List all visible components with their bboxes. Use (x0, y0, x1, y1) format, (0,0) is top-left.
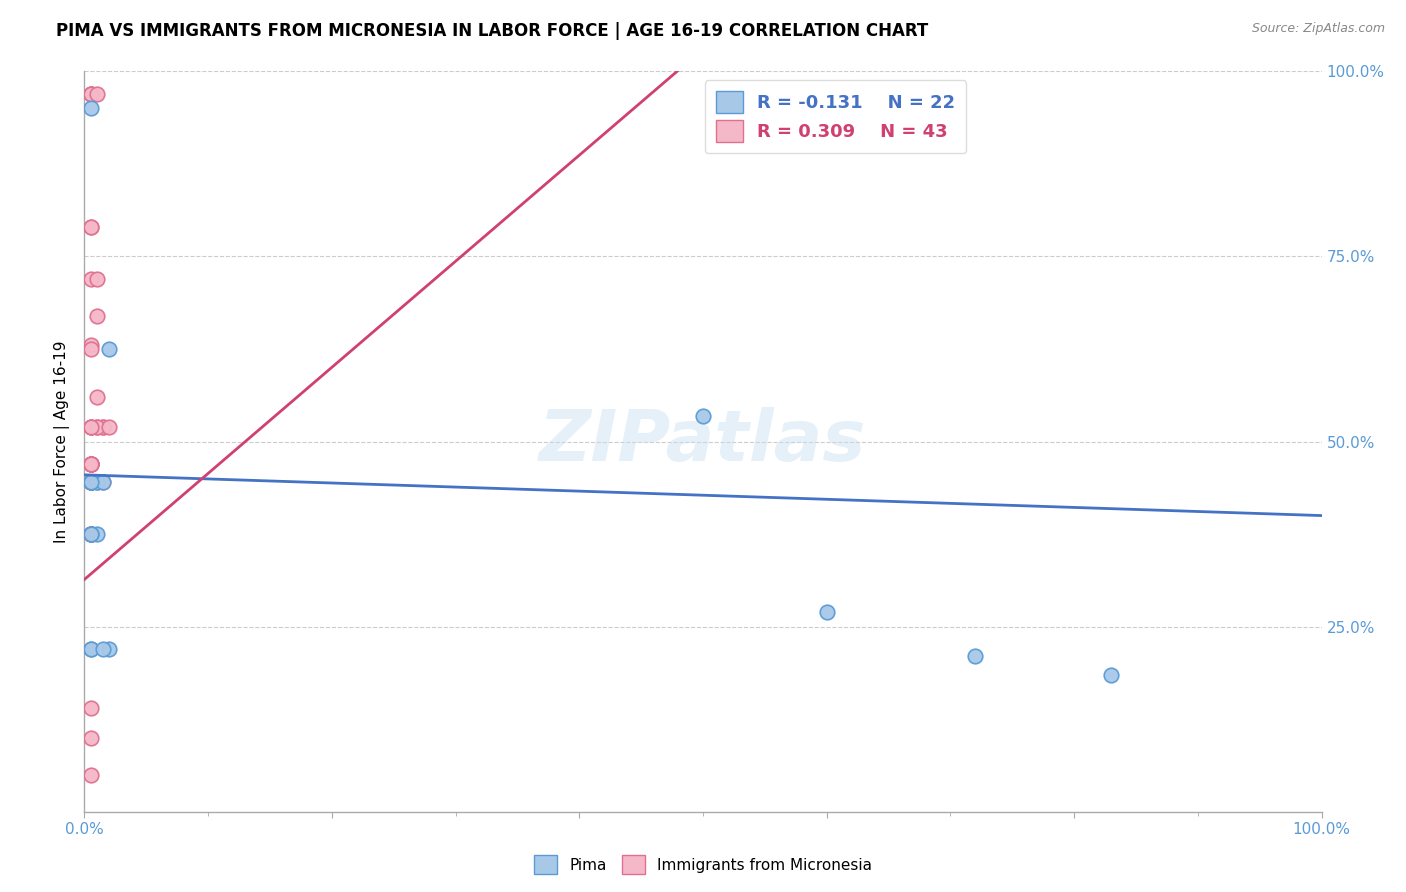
Point (79, 641, 101, 656)
Point (91, 419, 114, 434)
Point (79, 102, 101, 116)
Text: PIMA VS IMMIGRANTS FROM MICRONESIA IN LABOR FORCE | AGE 16-19 CORRELATION CHART: PIMA VS IMMIGRANTS FROM MICRONESIA IN LA… (56, 22, 928, 40)
Point (86, 475, 108, 490)
Point (79, 731, 101, 745)
Point (79, 475, 101, 490)
Point (79, 338, 101, 352)
Point (965, 649, 987, 664)
Point (79, 475, 101, 490)
Point (79, 457, 101, 471)
Point (79, 87, 101, 101)
Point (79, 527, 101, 541)
Point (79, 457, 101, 471)
Point (86, 475, 108, 490)
Point (91, 475, 114, 490)
Point (815, 605, 838, 619)
Text: ZIPatlas: ZIPatlas (540, 407, 866, 476)
Point (79, 527, 101, 541)
Y-axis label: In Labor Force | Age 16-19: In Labor Force | Age 16-19 (55, 340, 70, 543)
Point (79, 475, 101, 490)
Point (79, 527, 101, 541)
Point (79, 475, 101, 490)
Point (79, 87, 101, 101)
Point (79, 701, 101, 715)
Point (79, 475, 101, 490)
Point (86, 390, 108, 404)
Point (79, 457, 101, 471)
Point (86, 87, 108, 101)
Point (86, 419, 108, 434)
Point (79, 475, 101, 490)
Point (79, 527, 101, 541)
Point (79, 527, 101, 541)
Point (79, 527, 101, 541)
Point (98, 641, 121, 656)
Point (79, 219, 101, 234)
Point (79, 457, 101, 471)
Point (98, 419, 121, 434)
Point (79, 527, 101, 541)
Point (86, 527, 108, 541)
Point (91, 641, 114, 656)
Text: Source: ZipAtlas.com: Source: ZipAtlas.com (1251, 22, 1385, 36)
Point (79, 419, 101, 434)
Point (79, 475, 101, 490)
Point (1099, 667, 1122, 681)
Legend: Pima, Immigrants from Micronesia: Pima, Immigrants from Micronesia (527, 849, 879, 880)
Point (98, 342, 121, 356)
Point (79, 475, 101, 490)
Point (86, 309, 108, 323)
Point (79, 527, 101, 541)
Point (79, 475, 101, 490)
Point (79, 271, 101, 285)
Point (79, 419, 101, 434)
Point (79, 767, 101, 781)
Point (79, 419, 101, 434)
Point (79, 475, 101, 490)
Point (79, 527, 101, 541)
Point (86, 271, 108, 285)
Point (79, 457, 101, 471)
Point (79, 457, 101, 471)
Point (79, 219, 101, 234)
Point (91, 419, 114, 434)
Legend: R = -0.131    N = 22, R = 0.309    N = 43: R = -0.131 N = 22, R = 0.309 N = 43 (704, 80, 966, 153)
Point (79, 641, 101, 656)
Point (79, 87, 101, 101)
Point (91, 475, 114, 490)
Point (86, 419, 108, 434)
Point (79, 342, 101, 356)
Point (79, 457, 101, 471)
Point (692, 409, 714, 423)
Point (79, 475, 101, 490)
